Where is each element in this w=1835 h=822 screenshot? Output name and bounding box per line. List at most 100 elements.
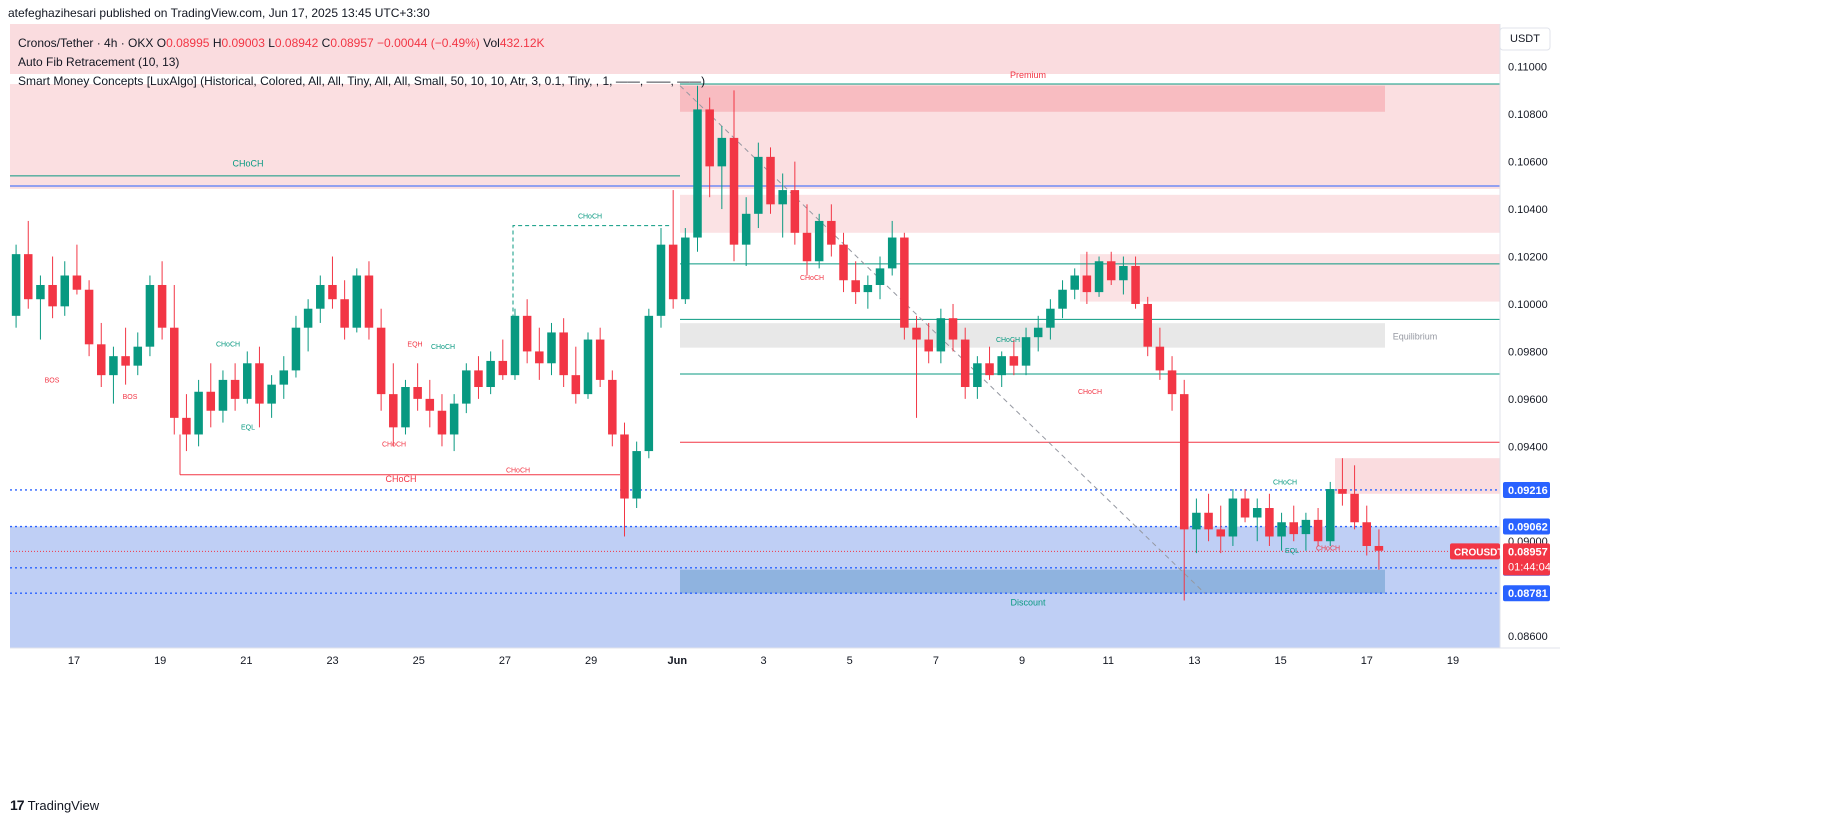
price-badge-label: 0.09062 xyxy=(1508,522,1548,534)
candle-body xyxy=(291,327,301,371)
price-tick: 0.10000 xyxy=(1508,299,1548,311)
candle-body xyxy=(547,332,556,364)
candle-body xyxy=(693,109,702,238)
candle-body xyxy=(218,379,228,411)
candle-body xyxy=(583,339,593,395)
candle-body xyxy=(778,190,787,205)
candle-body xyxy=(790,190,800,233)
structure-label: EQL xyxy=(1285,548,1299,555)
candles-layer xyxy=(11,85,1384,601)
candle-body xyxy=(1094,261,1104,293)
candle-body xyxy=(754,156,763,214)
candle-body xyxy=(1313,519,1323,542)
candle-body xyxy=(900,237,909,328)
candle-body xyxy=(851,280,860,293)
currency-label: USDT xyxy=(1510,33,1540,45)
candle-body xyxy=(1216,529,1225,537)
candle-body xyxy=(1106,261,1116,281)
candle-body xyxy=(97,344,106,376)
candle-body xyxy=(1058,289,1067,309)
candle-body xyxy=(182,417,191,435)
indicator-smc[interactable]: Smart Money Concepts [LuxAlgo] (Historic… xyxy=(18,74,706,88)
structure-label: CHoCH xyxy=(232,158,263,168)
close-value: 0.08957 xyxy=(330,36,374,50)
candle-body xyxy=(1179,394,1189,530)
candle-body xyxy=(437,410,447,435)
candle-body xyxy=(1350,493,1359,523)
time-tick: 23 xyxy=(326,655,338,667)
candle-body xyxy=(729,137,739,245)
indicator-fib[interactable]: Auto Fib Retracement (10, 13) xyxy=(18,55,180,69)
publisher-header: atefeghazihesari published on TradingVie… xyxy=(8,6,430,20)
open-value: 0.08995 xyxy=(166,36,210,50)
last-price-badge xyxy=(1503,543,1550,576)
candle-body xyxy=(973,363,982,388)
candle-body xyxy=(328,284,337,300)
candle-body xyxy=(717,137,727,167)
candle-body xyxy=(1265,508,1274,537)
price-tick: 0.10200 xyxy=(1508,252,1548,264)
candle-body xyxy=(559,332,568,376)
ohlc-row[interactable]: Cronos/Tether · 4h · OKX O0.08995 H0.090… xyxy=(18,34,705,53)
price-tick: 0.10600 xyxy=(1508,157,1548,169)
candle-body xyxy=(510,315,520,376)
candle-body xyxy=(985,363,994,376)
price-tick: 0.10800 xyxy=(1508,109,1548,121)
candle-body xyxy=(474,370,483,388)
candle-body xyxy=(1009,356,1019,366)
candle-body xyxy=(364,275,374,328)
structure-lines-layer xyxy=(10,83,1500,594)
countdown-label: 01:44:04 xyxy=(1508,561,1551,573)
zone-label-premium: Premium xyxy=(1010,70,1046,80)
candle-body xyxy=(656,244,666,316)
candle-body xyxy=(23,254,33,300)
low-label: L xyxy=(268,36,275,50)
candle-body xyxy=(389,394,398,428)
time-tick: 17 xyxy=(1361,655,1373,667)
candle-body xyxy=(48,284,57,307)
price-tick: 0.08600 xyxy=(1508,631,1548,643)
price-badge xyxy=(1503,481,1550,498)
candle-body xyxy=(912,327,921,340)
candle-body xyxy=(522,315,532,352)
time-tick: 3 xyxy=(760,655,766,667)
choch-structure-line xyxy=(512,225,670,340)
time-tick: Jun xyxy=(668,655,688,667)
price-badge xyxy=(1503,585,1550,602)
high-value: 0.09003 xyxy=(221,36,265,50)
candle-body xyxy=(376,327,386,395)
close-label: C xyxy=(321,36,331,50)
currency-button[interactable] xyxy=(1499,27,1551,51)
structure-label: EQH xyxy=(407,342,422,349)
low-value: 0.08942 xyxy=(274,36,319,50)
zone-equilibrium xyxy=(680,323,1385,348)
structure-label: BOS xyxy=(123,394,138,401)
time-tick: 21 xyxy=(240,655,252,667)
candle-body xyxy=(145,284,155,347)
high-label: H xyxy=(212,36,222,50)
candle-body xyxy=(1325,489,1335,542)
candle-body xyxy=(1301,519,1311,535)
time-tick: 11 xyxy=(1103,655,1114,667)
premium-band-top xyxy=(10,24,1500,74)
candle-body xyxy=(1155,346,1165,371)
candle-body xyxy=(1228,498,1238,537)
tradingview-logo[interactable]: 17 TradingView xyxy=(10,797,99,813)
zone-label-discount: Discount xyxy=(1010,597,1046,607)
candle-body xyxy=(1131,266,1140,304)
candle-body xyxy=(279,370,289,385)
candle-body xyxy=(535,351,544,364)
structure-label: CHoCH xyxy=(1078,389,1102,396)
open-label: O xyxy=(156,36,167,50)
candle-body xyxy=(571,375,581,395)
candle-body xyxy=(839,244,848,281)
candle-body xyxy=(1046,308,1055,328)
logo-text: TradingView xyxy=(27,797,100,813)
structure-label: EQL xyxy=(241,425,255,432)
candle-body xyxy=(352,275,362,328)
candle-body xyxy=(1204,512,1213,530)
candle-body xyxy=(1070,275,1079,290)
published-text: published on TradingView.com, Jun 17, 20… xyxy=(99,6,430,20)
annotation-labels-layer: Premium Equilibrium Discount CHoCH CHoCH CHoC… xyxy=(45,70,1438,607)
